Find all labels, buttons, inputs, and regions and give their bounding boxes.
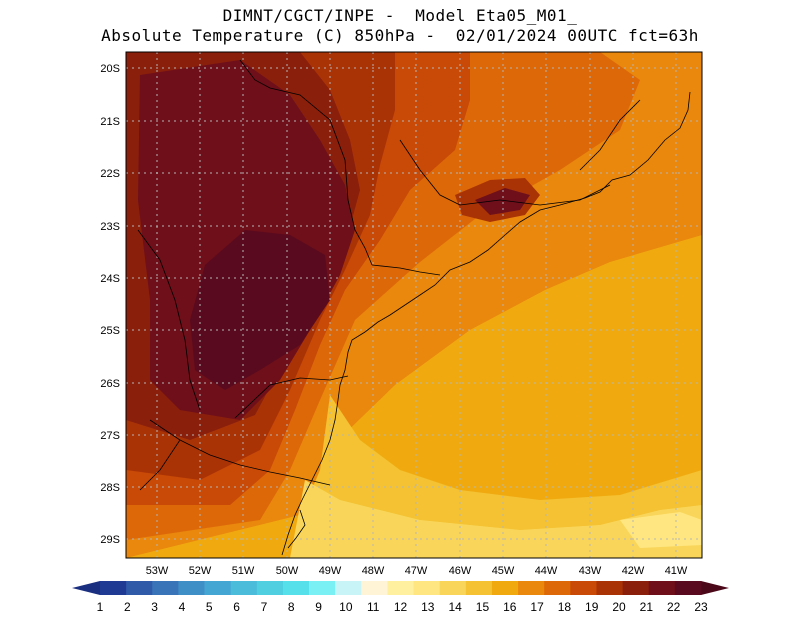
colorbar-label-9: 9 bbox=[315, 600, 322, 614]
colorbar-swatches bbox=[100, 581, 702, 595]
colorbar-label-13: 13 bbox=[421, 600, 435, 614]
colorbar-label-17: 17 bbox=[530, 600, 544, 614]
border-ms-sp bbox=[239, 59, 373, 266]
colorbar-label-10: 10 bbox=[339, 600, 353, 614]
colorbar-label-7: 7 bbox=[261, 600, 268, 614]
lon-tick-42w: 42W bbox=[622, 565, 645, 577]
border-pr-sc bbox=[234, 375, 349, 419]
lat-tick-25s: 25S bbox=[100, 325, 120, 337]
colorbar-label-4: 4 bbox=[179, 600, 186, 614]
lat-tick-26s: 26S bbox=[100, 378, 120, 390]
colorbar-label-14: 14 bbox=[448, 600, 462, 614]
lat-lon-gridlines bbox=[126, 52, 702, 558]
lon-tick-50w: 50W bbox=[276, 565, 299, 577]
border-rj-mg bbox=[459, 184, 611, 206]
lon-tick-48w: 48W bbox=[362, 565, 385, 577]
colorbar-swatch-12 bbox=[387, 581, 414, 595]
colorbar-label-23: 23 bbox=[694, 600, 708, 614]
lat-tick-27s: 27S bbox=[100, 430, 120, 442]
colorbar-swatch-2 bbox=[126, 581, 153, 595]
colorbar-swatch-19 bbox=[570, 581, 597, 595]
atlantic-coastline bbox=[281, 91, 691, 556]
lon-tick-43w: 43W bbox=[579, 565, 602, 577]
border-sc-rs bbox=[179, 439, 331, 486]
colorbar-swatch-13 bbox=[413, 581, 441, 595]
lon-tick-47w: 47W bbox=[405, 565, 428, 577]
colorbar-swatch-23 bbox=[674, 581, 702, 595]
map-title-line-1: DIMNT/CGCT/INPE - Model Eta05_M01_ bbox=[222, 6, 578, 25]
temperature-band-13 bbox=[620, 512, 702, 548]
colorbar-label-16: 16 bbox=[503, 600, 517, 614]
colorbar: 1 2 3 4 5 6 7 8 9 10 11 12 13 14 15 16 17 18 19 20 21 22 23 bbox=[72, 581, 729, 614]
lat-tick-21s: 21S bbox=[100, 116, 120, 128]
lon-tick-51w: 51W bbox=[232, 565, 255, 577]
temperature-pocket-22 bbox=[475, 188, 530, 215]
lon-tick-52w: 52W bbox=[189, 565, 212, 577]
border-es-mg bbox=[579, 99, 641, 171]
colorbar-swatch-4 bbox=[178, 581, 205, 595]
colorbar-label-18: 18 bbox=[558, 600, 572, 614]
lat-tick-24s: 24S bbox=[100, 273, 120, 285]
colorbar-label-2: 2 bbox=[124, 600, 131, 614]
colorbar-swatch-6 bbox=[230, 581, 258, 595]
colorbar-swatch-14 bbox=[439, 581, 467, 595]
colorbar-swatch-18 bbox=[544, 581, 571, 595]
colorbar-label-21: 21 bbox=[640, 600, 654, 614]
lon-tick-49w: 49W bbox=[319, 565, 342, 577]
border-argentina bbox=[139, 419, 181, 491]
lon-tick-45w: 45W bbox=[492, 565, 515, 577]
colorbar-swatch-5 bbox=[204, 581, 232, 595]
lat-tick-22s: 22S bbox=[100, 168, 120, 180]
colorbar-swatch-7 bbox=[256, 581, 284, 595]
colorbar-right-arrow bbox=[701, 581, 729, 595]
colorbar-label-19: 19 bbox=[585, 600, 599, 614]
temperature-band-23 bbox=[190, 230, 330, 390]
colorbar-swatch-1 bbox=[100, 581, 127, 595]
colorbar-swatch-15 bbox=[465, 581, 493, 595]
colorbar-swatch-8 bbox=[282, 581, 310, 595]
lon-tick-44w: 44W bbox=[535, 565, 558, 577]
colorbar-label-3: 3 bbox=[151, 600, 158, 614]
lat-tick-23s: 23S bbox=[100, 221, 120, 233]
lagoa-dos-patos-outline bbox=[287, 509, 306, 549]
colorbar-swatch-10 bbox=[335, 581, 362, 595]
colorbar-swatch-20 bbox=[596, 581, 624, 595]
map-frame bbox=[125, 51, 703, 559]
colorbar-label-6: 6 bbox=[233, 600, 240, 614]
colorbar-swatch-16 bbox=[491, 581, 519, 595]
lon-tick-46w: 46W bbox=[449, 565, 472, 577]
border-sp-mg bbox=[399, 139, 461, 206]
colorbar-swatch-17 bbox=[518, 581, 545, 595]
colorbar-label-12: 12 bbox=[394, 600, 408, 614]
lon-tick-53w: 53W bbox=[146, 565, 169, 577]
colorbar-swatch-11 bbox=[361, 581, 388, 595]
coastline-and-borders bbox=[137, 59, 691, 556]
colorbar-swatch-22 bbox=[648, 581, 676, 595]
lat-tick-20s: 20S bbox=[100, 63, 120, 75]
colorbar-label-8: 8 bbox=[288, 600, 295, 614]
temperature-band-14 bbox=[290, 480, 702, 558]
map-title-line-2: Absolute Temperature (C) 850hPa - 02/01/… bbox=[101, 26, 699, 45]
lon-tick-41w: 41W bbox=[665, 565, 688, 577]
lat-tick-28s: 28S bbox=[100, 482, 120, 494]
colorbar-label-1: 1 bbox=[97, 600, 104, 614]
colorbar-swatch-21 bbox=[622, 581, 650, 595]
colorbar-label-5: 5 bbox=[206, 600, 213, 614]
lat-tick-29s: 29S bbox=[100, 534, 120, 546]
temperature-field bbox=[126, 52, 702, 558]
colorbar-label-20: 20 bbox=[612, 600, 626, 614]
colorbar-left-arrow bbox=[72, 581, 100, 595]
colorbar-labels: 1 2 3 4 5 6 7 8 9 10 11 12 13 14 15 16 17 18 19 20 21 22 23 bbox=[97, 600, 708, 614]
colorbar-swatch-3 bbox=[152, 581, 179, 595]
colorbar-swatch-9 bbox=[309, 581, 336, 595]
border-pr-sp bbox=[371, 264, 441, 276]
colorbar-label-22: 22 bbox=[667, 600, 681, 614]
border-paraguay bbox=[137, 229, 201, 411]
colorbar-label-11: 11 bbox=[367, 600, 380, 614]
colorbar-label-15: 15 bbox=[476, 600, 490, 614]
